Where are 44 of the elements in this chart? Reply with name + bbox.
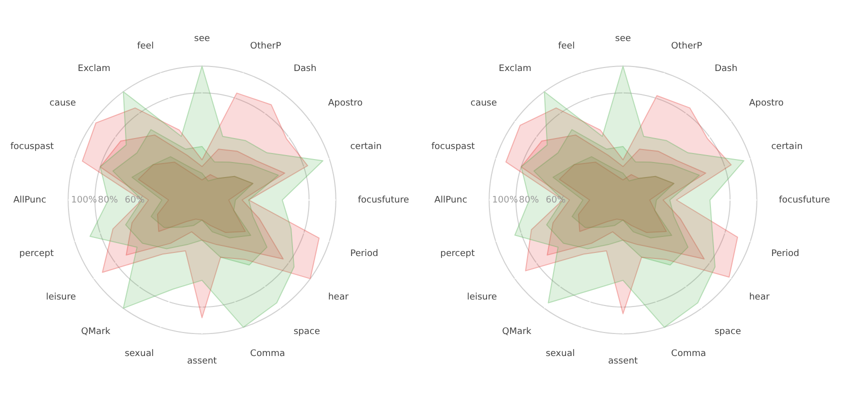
- spoke-label: Exclam: [498, 64, 532, 74]
- spoke-label: focusfuture: [778, 195, 830, 206]
- y-tick-label: 80%: [518, 195, 540, 206]
- spoke-label: Dash: [294, 64, 316, 74]
- spoke-label: sexual: [546, 348, 575, 359]
- spoke-label: hear: [328, 292, 349, 302]
- spoke-label: see: [615, 34, 632, 44]
- spoke-label: QMark: [81, 326, 112, 337]
- y-tick-label: 80%: [98, 195, 118, 206]
- spoke-label: Period: [350, 248, 378, 259]
- spoke-label: space: [294, 326, 320, 337]
- spoke-label: feel: [558, 42, 575, 52]
- spoke-label: feel: [137, 42, 154, 52]
- spoke-label: assent: [608, 356, 638, 367]
- spoke-label: Comma: [250, 348, 285, 359]
- spoke-label: focuspast: [431, 142, 476, 152]
- spoke-label: assent: [187, 356, 218, 367]
- spoke-label: percept: [440, 248, 476, 259]
- spoke-label: cause: [470, 98, 498, 108]
- spoke-label: certain: [350, 142, 382, 152]
- spoke-label: focuspast: [10, 142, 54, 152]
- spoke-label: focusfuture: [358, 195, 410, 206]
- spoke-label: leisure: [46, 292, 76, 302]
- spoke-label: Exclam: [78, 64, 110, 74]
- spoke-label: percept: [19, 248, 54, 259]
- spoke-label: see: [194, 34, 210, 44]
- spoke-label: hear: [749, 292, 770, 302]
- spoke-label: OtherP: [671, 42, 703, 52]
- spoke-label: AllPunc: [13, 195, 46, 206]
- spoke-label: Comma: [671, 348, 706, 359]
- spoke-label: OtherP: [250, 42, 282, 52]
- spoke-label: AllPunc: [434, 195, 468, 206]
- spoke-label: QMark: [502, 326, 532, 337]
- spoke-label: Period: [771, 248, 800, 259]
- spoke-label: Apostro: [328, 98, 364, 108]
- y-tick-label: 100%: [71, 195, 98, 206]
- spoke-label: sexual: [124, 348, 154, 359]
- spoke-label: cause: [50, 98, 76, 108]
- spoke-label: space: [714, 326, 742, 337]
- spoke-label: Dash: [714, 64, 738, 74]
- spoke-label: leisure: [466, 292, 498, 302]
- spoke-label: certain: [771, 142, 803, 152]
- y-tick-label: 100%: [492, 195, 518, 206]
- spoke-label: Apostro: [749, 98, 784, 108]
